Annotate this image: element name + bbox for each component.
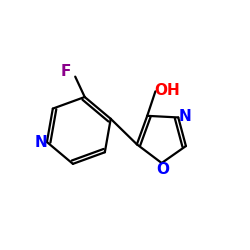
Text: OH: OH xyxy=(154,82,180,98)
Text: N: N xyxy=(179,108,192,124)
Text: N: N xyxy=(34,134,47,150)
Text: O: O xyxy=(156,162,170,176)
Text: F: F xyxy=(61,64,72,79)
